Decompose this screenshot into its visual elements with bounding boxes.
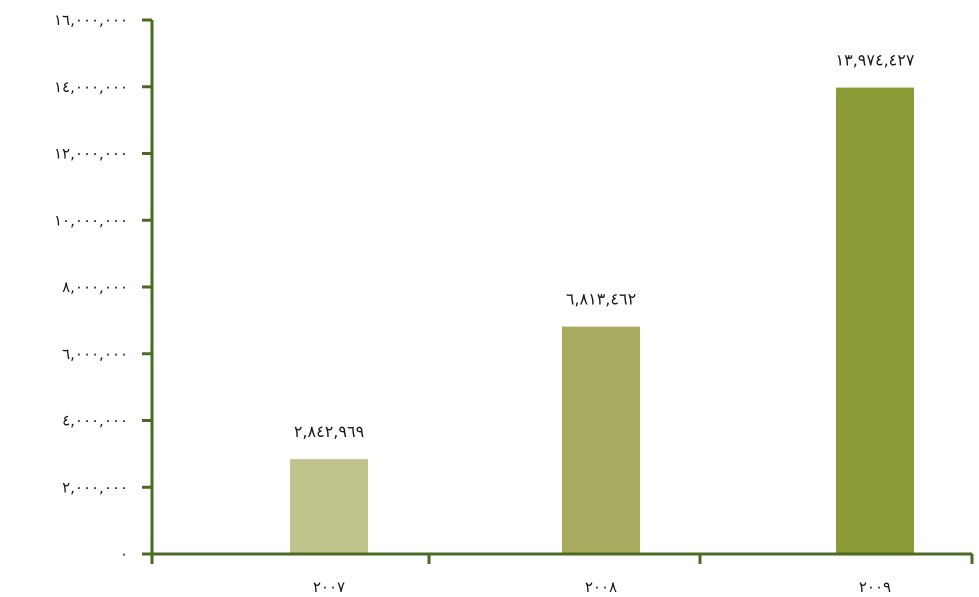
y-tick-label: ٨,٠٠٠,٠٠٠ bbox=[62, 278, 128, 296]
y-tick-label: ٠ bbox=[120, 545, 128, 563]
x-tick-label: ٢٠٠٩ bbox=[859, 578, 891, 596]
y-axis: ٠ ٢,٠٠٠,٠٠٠ ٤,٠٠٠,٠٠٠ ٦,٠٠٠,٠٠٠ ٨,٠٠٠,٠٠٠ ١٠,… bbox=[54, 11, 154, 563]
y-tick-label: ١٢,٠٠٠,٠٠٠ bbox=[54, 145, 128, 163]
y-tick-label: ٦,٠٠٠,٠٠٠ bbox=[62, 345, 128, 363]
bar-value-label: ١٣,٩٧٤,٤٢٧ bbox=[836, 51, 915, 70]
y-tick-label: ٢,٠٠٠,٠٠٠ bbox=[62, 478, 128, 496]
y-tick-label: ١٠,٠٠٠,٠٠٠ bbox=[54, 211, 128, 229]
y-tick-label: ٤,٠٠٠,٠٠٠ bbox=[62, 412, 128, 430]
data-labels: ٢,٨٤٢,٩٦٩ ٦,٨١٣,٤٦٢ ١٣,٩٧٤,٤٢٧ bbox=[294, 51, 915, 442]
x-tick-label: ٢٠٠٧ bbox=[313, 578, 345, 596]
bar-value-label: ٦,٨١٣,٤٦٢ bbox=[566, 290, 636, 309]
bar-3 bbox=[836, 87, 914, 553]
bar-value-label: ٢,٨٤٢,٩٦٩ bbox=[294, 422, 364, 441]
x-tick-label: ٢٠٠٨ bbox=[585, 578, 617, 596]
x-axis: ٢٠٠٧ ٢٠٠٨ ٢٠٠٩ bbox=[150, 552, 974, 596]
y-tick-label: ١٤,٠٠٠,٠٠٠ bbox=[54, 78, 128, 96]
bar-1 bbox=[290, 459, 368, 553]
y-tick-label: ١٦,٠٠٠,٠٠٠ bbox=[54, 11, 128, 29]
bar-2 bbox=[562, 326, 640, 553]
bars bbox=[290, 87, 914, 553]
